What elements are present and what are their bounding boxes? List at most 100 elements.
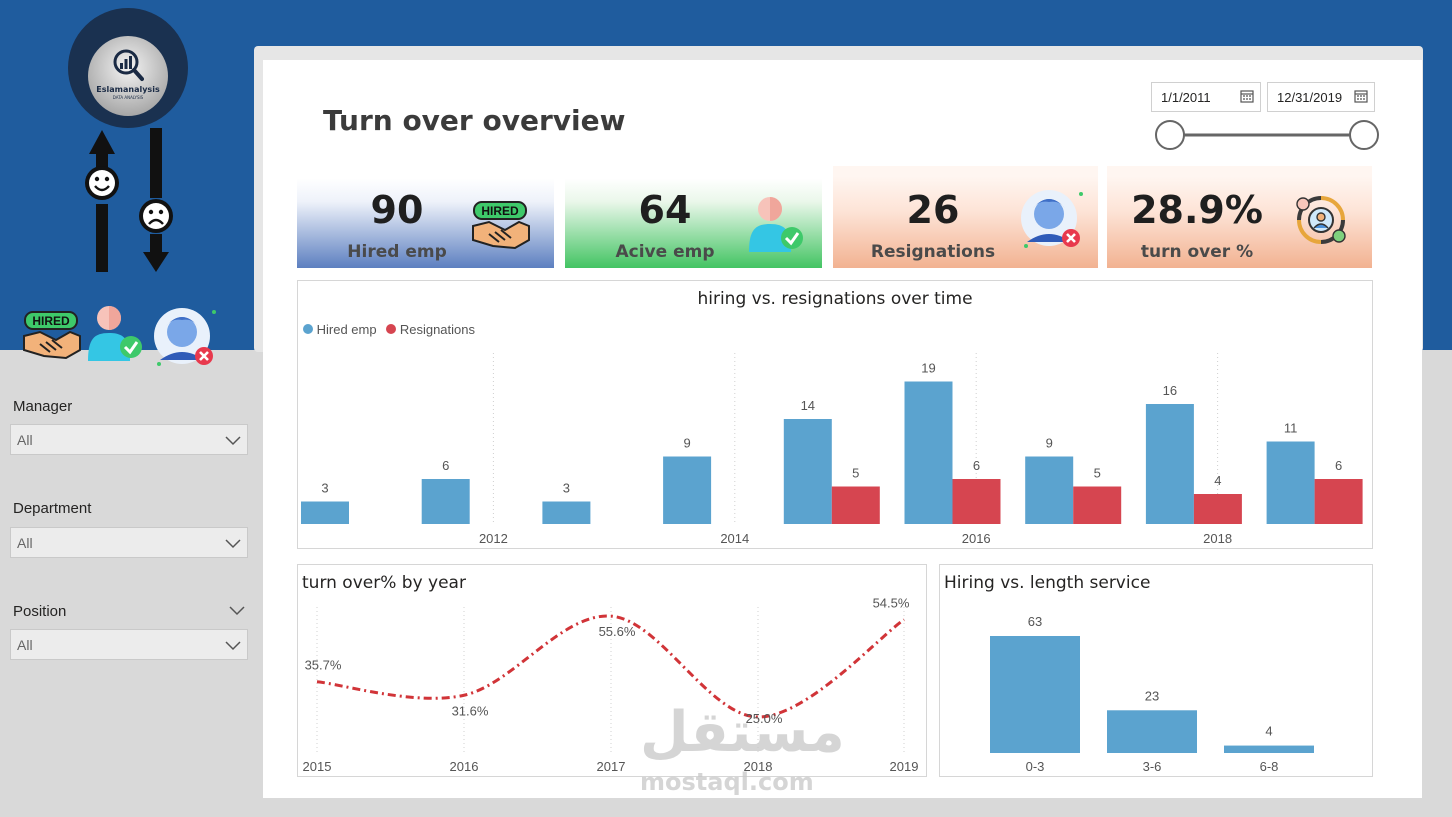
bar-hired: [1025, 456, 1074, 524]
bar-hired: [301, 501, 349, 524]
kpi-value: 26: [906, 188, 960, 232]
hired-handshake-icon: HIRED: [472, 201, 530, 250]
start-date-input[interactable]: 1/1/2011: [1151, 82, 1261, 112]
x-tick-label: 2014: [720, 531, 749, 546]
x-tick-label: 2012: [479, 531, 508, 546]
hiring-vs-length-service-chart[interactable]: Hiring vs. length service 63 0-3 23 3-6 4 6-8: [939, 564, 1373, 777]
kpi-card-hired[interactable]: 90 Hired emp HIRED: [297, 166, 554, 268]
bar-resignations: [952, 479, 1001, 524]
data-label: 4: [1214, 473, 1221, 488]
bar-resignations: [1314, 479, 1363, 524]
bar-service: [1224, 745, 1314, 753]
kpi-label: Hired emp: [347, 242, 447, 262]
kpi-value: 64: [638, 188, 692, 232]
department-filter-dropdown[interactable]: All: [10, 527, 248, 558]
page-title: Turn over overview: [323, 104, 626, 137]
x-tick-label: 2016: [962, 531, 991, 546]
data-label: 63: [1028, 614, 1042, 629]
watermark-latin: mostaql.com: [640, 768, 814, 796]
bar-hired: [1145, 404, 1194, 524]
x-tick-label: 0-3: [1026, 759, 1045, 774]
legend-label-resignations: Resignations: [399, 322, 475, 337]
hired-handshake-icon: HIRED: [23, 311, 81, 360]
chevron-down-icon: [225, 436, 241, 446]
manager-filter-label: Manager: [13, 398, 73, 415]
data-label: 31.6%: [452, 703, 489, 718]
logo[interactable]: Eslamanalysis DATA ANALYSIS: [88, 36, 168, 116]
legend-marker-resignations: [386, 324, 397, 334]
bar-resignations: [831, 486, 880, 524]
bar-resignations: [1193, 494, 1242, 524]
kpi-card-active[interactable]: 64 Acive emp: [565, 166, 822, 268]
data-label: 6: [442, 458, 449, 473]
data-label: 16: [1163, 383, 1177, 398]
manager-filter-dropdown[interactable]: All: [10, 424, 248, 455]
manager-filter-value: All: [17, 432, 33, 448]
position-filter-label: Position: [13, 603, 67, 620]
hire-resign-arrows-icon: [85, 128, 173, 272]
collapse-chevron-icon[interactable]: [229, 602, 245, 618]
date-range-slider[interactable]: [1150, 118, 1382, 152]
hiring-vs-resignations-chart[interactable]: hiring vs. resignations over time Hired …: [297, 280, 1373, 549]
data-label: 9: [683, 436, 690, 451]
slider-end-handle[interactable]: [1349, 120, 1379, 150]
turnover-cycle-icon: [1296, 196, 1346, 244]
bar-hired: [1266, 441, 1315, 524]
kpi-label: Resignations: [870, 242, 996, 262]
data-label: 4: [1265, 724, 1272, 739]
x-tick-label: 2017: [597, 759, 626, 774]
department-filter-label: Department: [13, 500, 92, 517]
data-label: 6: [973, 458, 980, 473]
magnifier-chart-icon: [113, 49, 144, 81]
chart-title: hiring vs. resignations over time: [697, 289, 973, 309]
active-employee-icon: [749, 197, 803, 252]
kpi-label: turn over %: [1140, 242, 1254, 262]
logo-name: Eslamanalysis: [96, 85, 160, 94]
bar-chart-plot: 3 6 3 9 14 19 9 16 11 5 6 5 4 6 2012 2014 2016 2018: [301, 353, 1363, 546]
service-bar-plot: 63 0-3 23 3-6 4 6-8: [990, 614, 1314, 774]
bar-service: [1107, 710, 1197, 753]
data-label: 19: [921, 361, 935, 376]
chevron-down-icon: [225, 539, 241, 549]
chart-title: Hiring vs. length service: [944, 573, 1151, 593]
position-filter-dropdown[interactable]: All: [10, 629, 248, 660]
x-tick-label: 6-8: [1260, 759, 1279, 774]
line-chart-plot: 35.7% 2015 31.6% 2016 55.6% 2017 25.0% 2018 54.5…: [303, 596, 919, 774]
calendar-icon[interactable]: [1354, 89, 1368, 103]
svg-text:HIRED: HIRED: [481, 204, 519, 218]
data-label: 55.6%: [599, 624, 636, 639]
slider-start-handle[interactable]: [1155, 120, 1185, 150]
end-date-input[interactable]: 12/31/2019: [1267, 82, 1375, 112]
bar-hired: [663, 456, 712, 524]
data-label: 5: [1094, 466, 1101, 481]
kpi-label: Acive emp: [615, 242, 715, 262]
chart-legend: Hired emp Resignations: [303, 322, 475, 337]
kpi-card-turnover[interactable]: 28.9% turn over %: [1107, 166, 1372, 268]
chart-title: turn over% by year: [302, 573, 466, 593]
watermark-arabic: مستقل: [640, 700, 845, 765]
legend-marker-hired: [303, 324, 313, 334]
x-tick-label: 2016: [450, 759, 479, 774]
kpi-card-resignations[interactable]: 26 Resignations: [833, 166, 1098, 268]
active-employee-icon: [88, 306, 142, 361]
bar-hired: [421, 479, 470, 524]
end-date-value: 12/31/2019: [1277, 90, 1343, 105]
bar-hired: [783, 419, 832, 524]
bar-resignations: [1073, 486, 1122, 524]
x-tick-label: 2015: [303, 759, 332, 774]
x-tick-label: 2019: [890, 759, 919, 774]
department-filter-value: All: [17, 535, 33, 551]
start-date-value: 1/1/2011: [1161, 90, 1211, 105]
resigned-employee-icon: [1021, 190, 1083, 248]
position-filter-value: All: [17, 637, 33, 653]
kpi-value: 28.9%: [1131, 188, 1263, 232]
bar-service: [990, 636, 1080, 753]
calendar-icon[interactable]: [1240, 89, 1254, 103]
kpi-value: 90: [370, 188, 424, 232]
bar-hired: [904, 381, 953, 524]
x-tick-label: 2018: [744, 759, 773, 774]
turnover-by-year-chart[interactable]: turn over% by year 35.7% 2015 31.6% 2016 55.…: [297, 564, 927, 777]
data-label: 25.0%: [746, 711, 783, 726]
data-label: 3: [321, 481, 328, 496]
legend-label-hired: Hired emp: [316, 322, 377, 337]
